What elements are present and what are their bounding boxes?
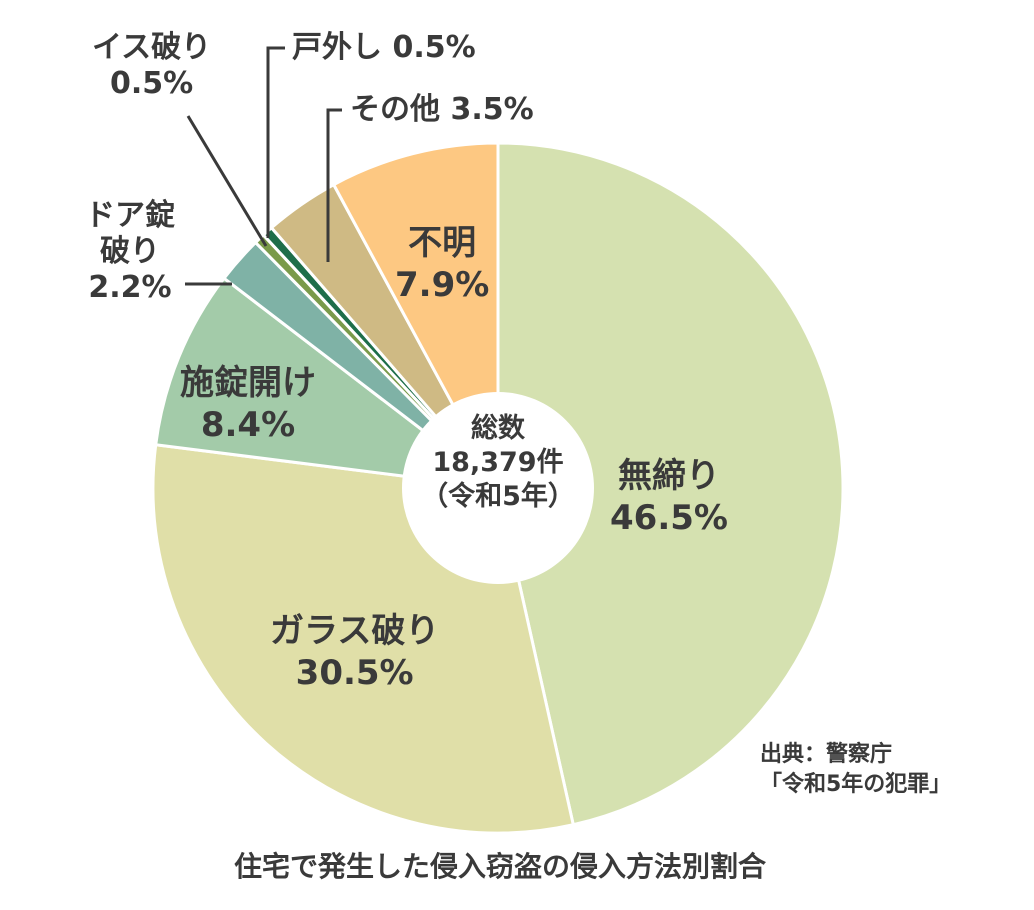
center-hole bbox=[402, 392, 594, 584]
label-isu: イス破り 0.5% bbox=[92, 30, 212, 101]
label-other: その他 3.5% bbox=[350, 92, 534, 127]
source-note: 出典：警察庁 「令和5年の犯罪」 bbox=[760, 742, 952, 797]
leader-line-other bbox=[326, 108, 342, 262]
center-label: 総数 18,379件 （令和5年） bbox=[421, 413, 575, 512]
label-door: ドア錠 破り 2.2% bbox=[85, 198, 175, 305]
label-glass: ガラス破り 30.5% bbox=[270, 611, 440, 693]
leader-line-isu bbox=[186, 115, 268, 247]
leader-line-toshi bbox=[266, 46, 285, 238]
pie-slice-0 bbox=[496, 141, 845, 827]
chart-title: 住宅で発生した侵入窃盗の侵入方法別割合 bbox=[233, 850, 766, 883]
pie-slice-2 bbox=[154, 276, 504, 491]
label-sejo: 施錠開け 8.4% bbox=[180, 363, 316, 445]
label-mujimari: 無締り 46.5% bbox=[610, 456, 728, 538]
label-fumei: 不明 7.9% bbox=[395, 223, 490, 305]
label-toshi: 戸外し 0.5% bbox=[292, 30, 476, 65]
